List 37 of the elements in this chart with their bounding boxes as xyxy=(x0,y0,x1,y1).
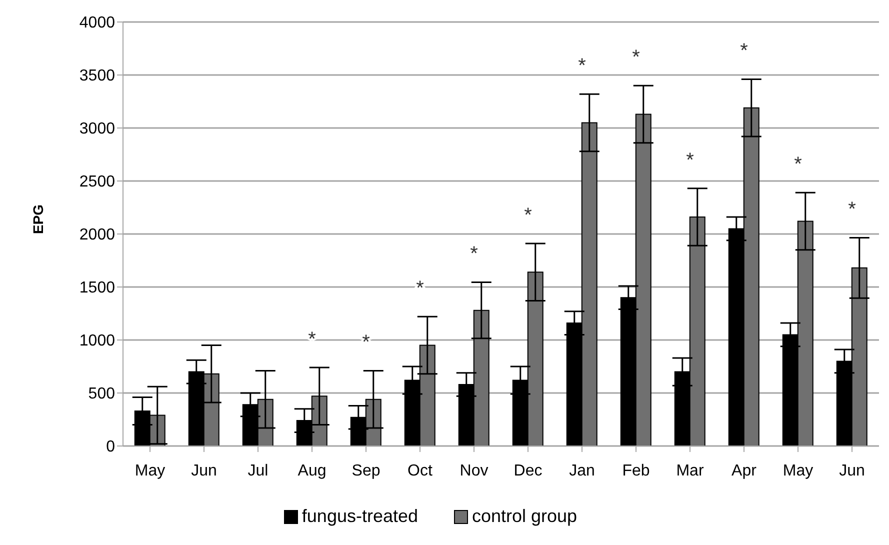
x-tick-label: Jun xyxy=(191,462,217,480)
annotation: * xyxy=(470,243,478,266)
x-tick-label: Dec xyxy=(514,462,542,480)
annotation: * xyxy=(524,204,532,227)
annotation: * xyxy=(848,198,856,221)
legend-label: fungus-treated xyxy=(300,506,418,527)
annotation: * xyxy=(308,328,316,351)
annotation: * xyxy=(416,278,424,300)
y-tick-label: 3500 xyxy=(79,68,116,85)
y-tick-label: 2000 xyxy=(79,226,116,244)
y-tick-label: 0 xyxy=(106,438,116,456)
x-tick-label: May xyxy=(782,462,814,480)
annotation: * xyxy=(686,149,694,172)
x-tick-label: Nov xyxy=(460,462,488,480)
y-tick-label: 1500 xyxy=(79,280,116,297)
annotation: * xyxy=(578,55,586,78)
x-tick-label: Oct xyxy=(408,462,433,480)
x-tick-label: Jul xyxy=(248,462,268,480)
y-tick-label: 1000 xyxy=(79,332,116,350)
annotation: * xyxy=(632,46,640,69)
x-tick-label: Feb xyxy=(622,462,650,480)
legend-label: control group xyxy=(471,506,578,527)
y-tick-label: 2500 xyxy=(79,174,116,191)
x-tick-label: Jan xyxy=(569,462,595,480)
annotation: * xyxy=(740,40,748,62)
y-tick-label: 4000 xyxy=(79,14,116,32)
x-tick-label: Mar xyxy=(676,462,704,480)
x-tick-label: Sep xyxy=(352,462,380,480)
x-tick-label: Aug xyxy=(298,462,326,480)
x-tick-label: Apr xyxy=(732,462,758,480)
x-tick-label: Jun xyxy=(839,462,865,480)
y-tick-label: 500 xyxy=(88,386,116,403)
y-axis-title: EPG xyxy=(30,204,46,234)
annotation: * xyxy=(362,332,370,354)
y-tick-label: 3000 xyxy=(79,120,116,138)
annotation: * xyxy=(794,154,802,176)
x-tick-label: May xyxy=(134,462,166,480)
